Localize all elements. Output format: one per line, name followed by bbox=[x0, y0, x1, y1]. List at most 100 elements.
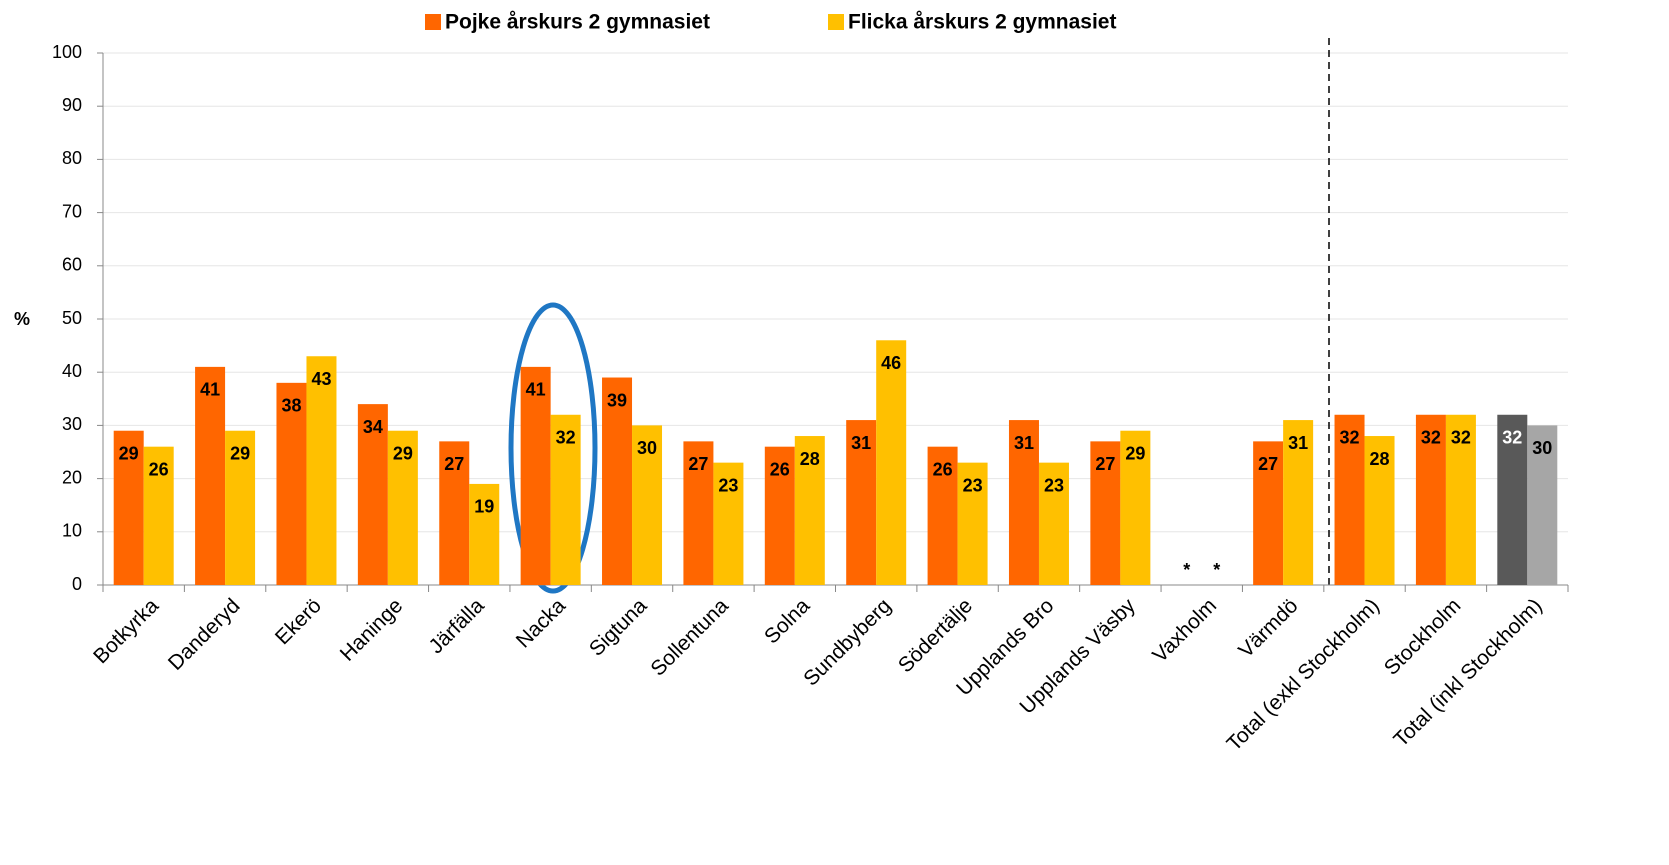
bar bbox=[1090, 441, 1121, 585]
data-label: 29 bbox=[230, 443, 250, 463]
data-label: 30 bbox=[637, 438, 657, 458]
bar bbox=[276, 382, 307, 585]
data-label: 28 bbox=[1370, 449, 1390, 469]
data-label: 26 bbox=[770, 459, 790, 479]
x-tick-label: Sollentuna bbox=[646, 594, 733, 681]
y-tick-label: 50 bbox=[62, 308, 82, 328]
bar bbox=[225, 430, 256, 585]
bar bbox=[113, 430, 144, 585]
bar bbox=[387, 430, 418, 585]
data-label: 27 bbox=[1258, 454, 1278, 474]
y-tick-label: 20 bbox=[62, 467, 82, 487]
y-tick-label: 90 bbox=[62, 95, 82, 115]
data-label: 43 bbox=[311, 369, 331, 389]
x-tick-label: Nacka bbox=[512, 594, 571, 653]
data-label: 31 bbox=[1288, 433, 1308, 453]
data-label: 27 bbox=[444, 454, 464, 474]
data-label: 29 bbox=[1125, 443, 1145, 463]
x-tick-label: Total (inkl Stockholm) bbox=[1389, 594, 1546, 751]
bar bbox=[602, 377, 633, 585]
data-label: 32 bbox=[1451, 428, 1471, 448]
data-label: 29 bbox=[393, 443, 413, 463]
bar bbox=[764, 446, 795, 585]
highlight-ellipse bbox=[508, 302, 598, 594]
bar bbox=[846, 420, 877, 585]
bar bbox=[469, 483, 500, 585]
y-tick-label: 70 bbox=[62, 201, 82, 221]
data-label: 26 bbox=[933, 459, 953, 479]
bar bbox=[1283, 420, 1314, 585]
bar bbox=[1497, 414, 1528, 585]
data-label: 31 bbox=[1014, 433, 1034, 453]
data-label: 46 bbox=[881, 353, 901, 373]
data-label: 27 bbox=[688, 454, 708, 474]
bar bbox=[632, 425, 663, 585]
bar bbox=[1253, 441, 1284, 585]
bar bbox=[306, 356, 337, 585]
bar bbox=[1445, 414, 1476, 585]
bar bbox=[1120, 430, 1151, 585]
x-tick-label: Sundbyberg bbox=[799, 594, 895, 690]
data-label: 41 bbox=[200, 380, 220, 400]
data-label: 38 bbox=[281, 396, 301, 416]
bar bbox=[1415, 414, 1446, 585]
y-axis-label: % bbox=[14, 309, 30, 329]
data-label: 23 bbox=[1044, 475, 1064, 495]
x-tick-label: Stockholm bbox=[1380, 594, 1466, 680]
data-label: 26 bbox=[149, 459, 169, 479]
bar bbox=[439, 441, 470, 585]
bar bbox=[195, 366, 226, 585]
data-label: 27 bbox=[1095, 454, 1115, 474]
bar bbox=[357, 404, 388, 585]
x-tick-label: Danderyd bbox=[164, 594, 245, 675]
bar bbox=[520, 366, 551, 585]
data-label: * bbox=[1213, 560, 1220, 580]
y-tick-label: 40 bbox=[62, 361, 82, 381]
x-tick-label: Järfälla bbox=[425, 594, 489, 658]
bar bbox=[1364, 436, 1395, 585]
data-label: 23 bbox=[718, 475, 738, 495]
data-label: * bbox=[1183, 560, 1190, 580]
bar bbox=[1527, 425, 1558, 585]
x-tick-label: Haninge bbox=[336, 594, 408, 666]
data-label: 32 bbox=[1421, 428, 1441, 448]
y-tick-label: 100 bbox=[52, 42, 82, 62]
data-label: 30 bbox=[1532, 438, 1552, 458]
grid bbox=[103, 52, 1568, 586]
data-label: 31 bbox=[851, 433, 871, 453]
bar bbox=[683, 441, 714, 585]
data-label: 34 bbox=[363, 417, 383, 437]
bar bbox=[1008, 420, 1039, 585]
data-label: 32 bbox=[1502, 428, 1522, 448]
y-tick-label: 80 bbox=[62, 148, 82, 168]
legend-swatch bbox=[425, 14, 441, 30]
legend-label: Flicka årskurs 2 gymnasiet bbox=[848, 11, 1116, 34]
bar bbox=[876, 340, 907, 585]
legend-label: Pojke årskurs 2 gymnasiet bbox=[445, 11, 710, 34]
y-tick-label: 0 bbox=[72, 574, 82, 594]
bar bbox=[1334, 414, 1365, 585]
data-label: 28 bbox=[800, 449, 820, 469]
x-tick-label: Ekerö bbox=[271, 594, 326, 649]
bar bbox=[927, 446, 958, 585]
x-tick-label: Botkyrka bbox=[89, 594, 163, 668]
x-tick-label: Total (exkl Stockholm) bbox=[1222, 594, 1384, 756]
y-tick-label: 60 bbox=[62, 255, 82, 275]
x-tick-label: Värmdö bbox=[1234, 594, 1302, 662]
x-tick-label: Solna bbox=[760, 594, 814, 648]
x-tick-label: Sigtuna bbox=[585, 594, 652, 661]
x-tick-label: Vaxholm bbox=[1148, 594, 1221, 667]
bar bbox=[713, 462, 744, 585]
bar bbox=[550, 414, 581, 585]
y-tick-label: 10 bbox=[62, 521, 82, 541]
x-tick-label: Södertälje bbox=[894, 594, 977, 677]
bar bbox=[1038, 462, 1069, 585]
bar bbox=[794, 436, 825, 585]
data-label: 32 bbox=[1340, 428, 1360, 448]
y-tick-label: 30 bbox=[62, 414, 82, 434]
bar bbox=[143, 446, 174, 585]
data-label: 32 bbox=[556, 428, 576, 448]
data-label: 39 bbox=[607, 390, 627, 410]
legend-swatch bbox=[828, 14, 844, 30]
